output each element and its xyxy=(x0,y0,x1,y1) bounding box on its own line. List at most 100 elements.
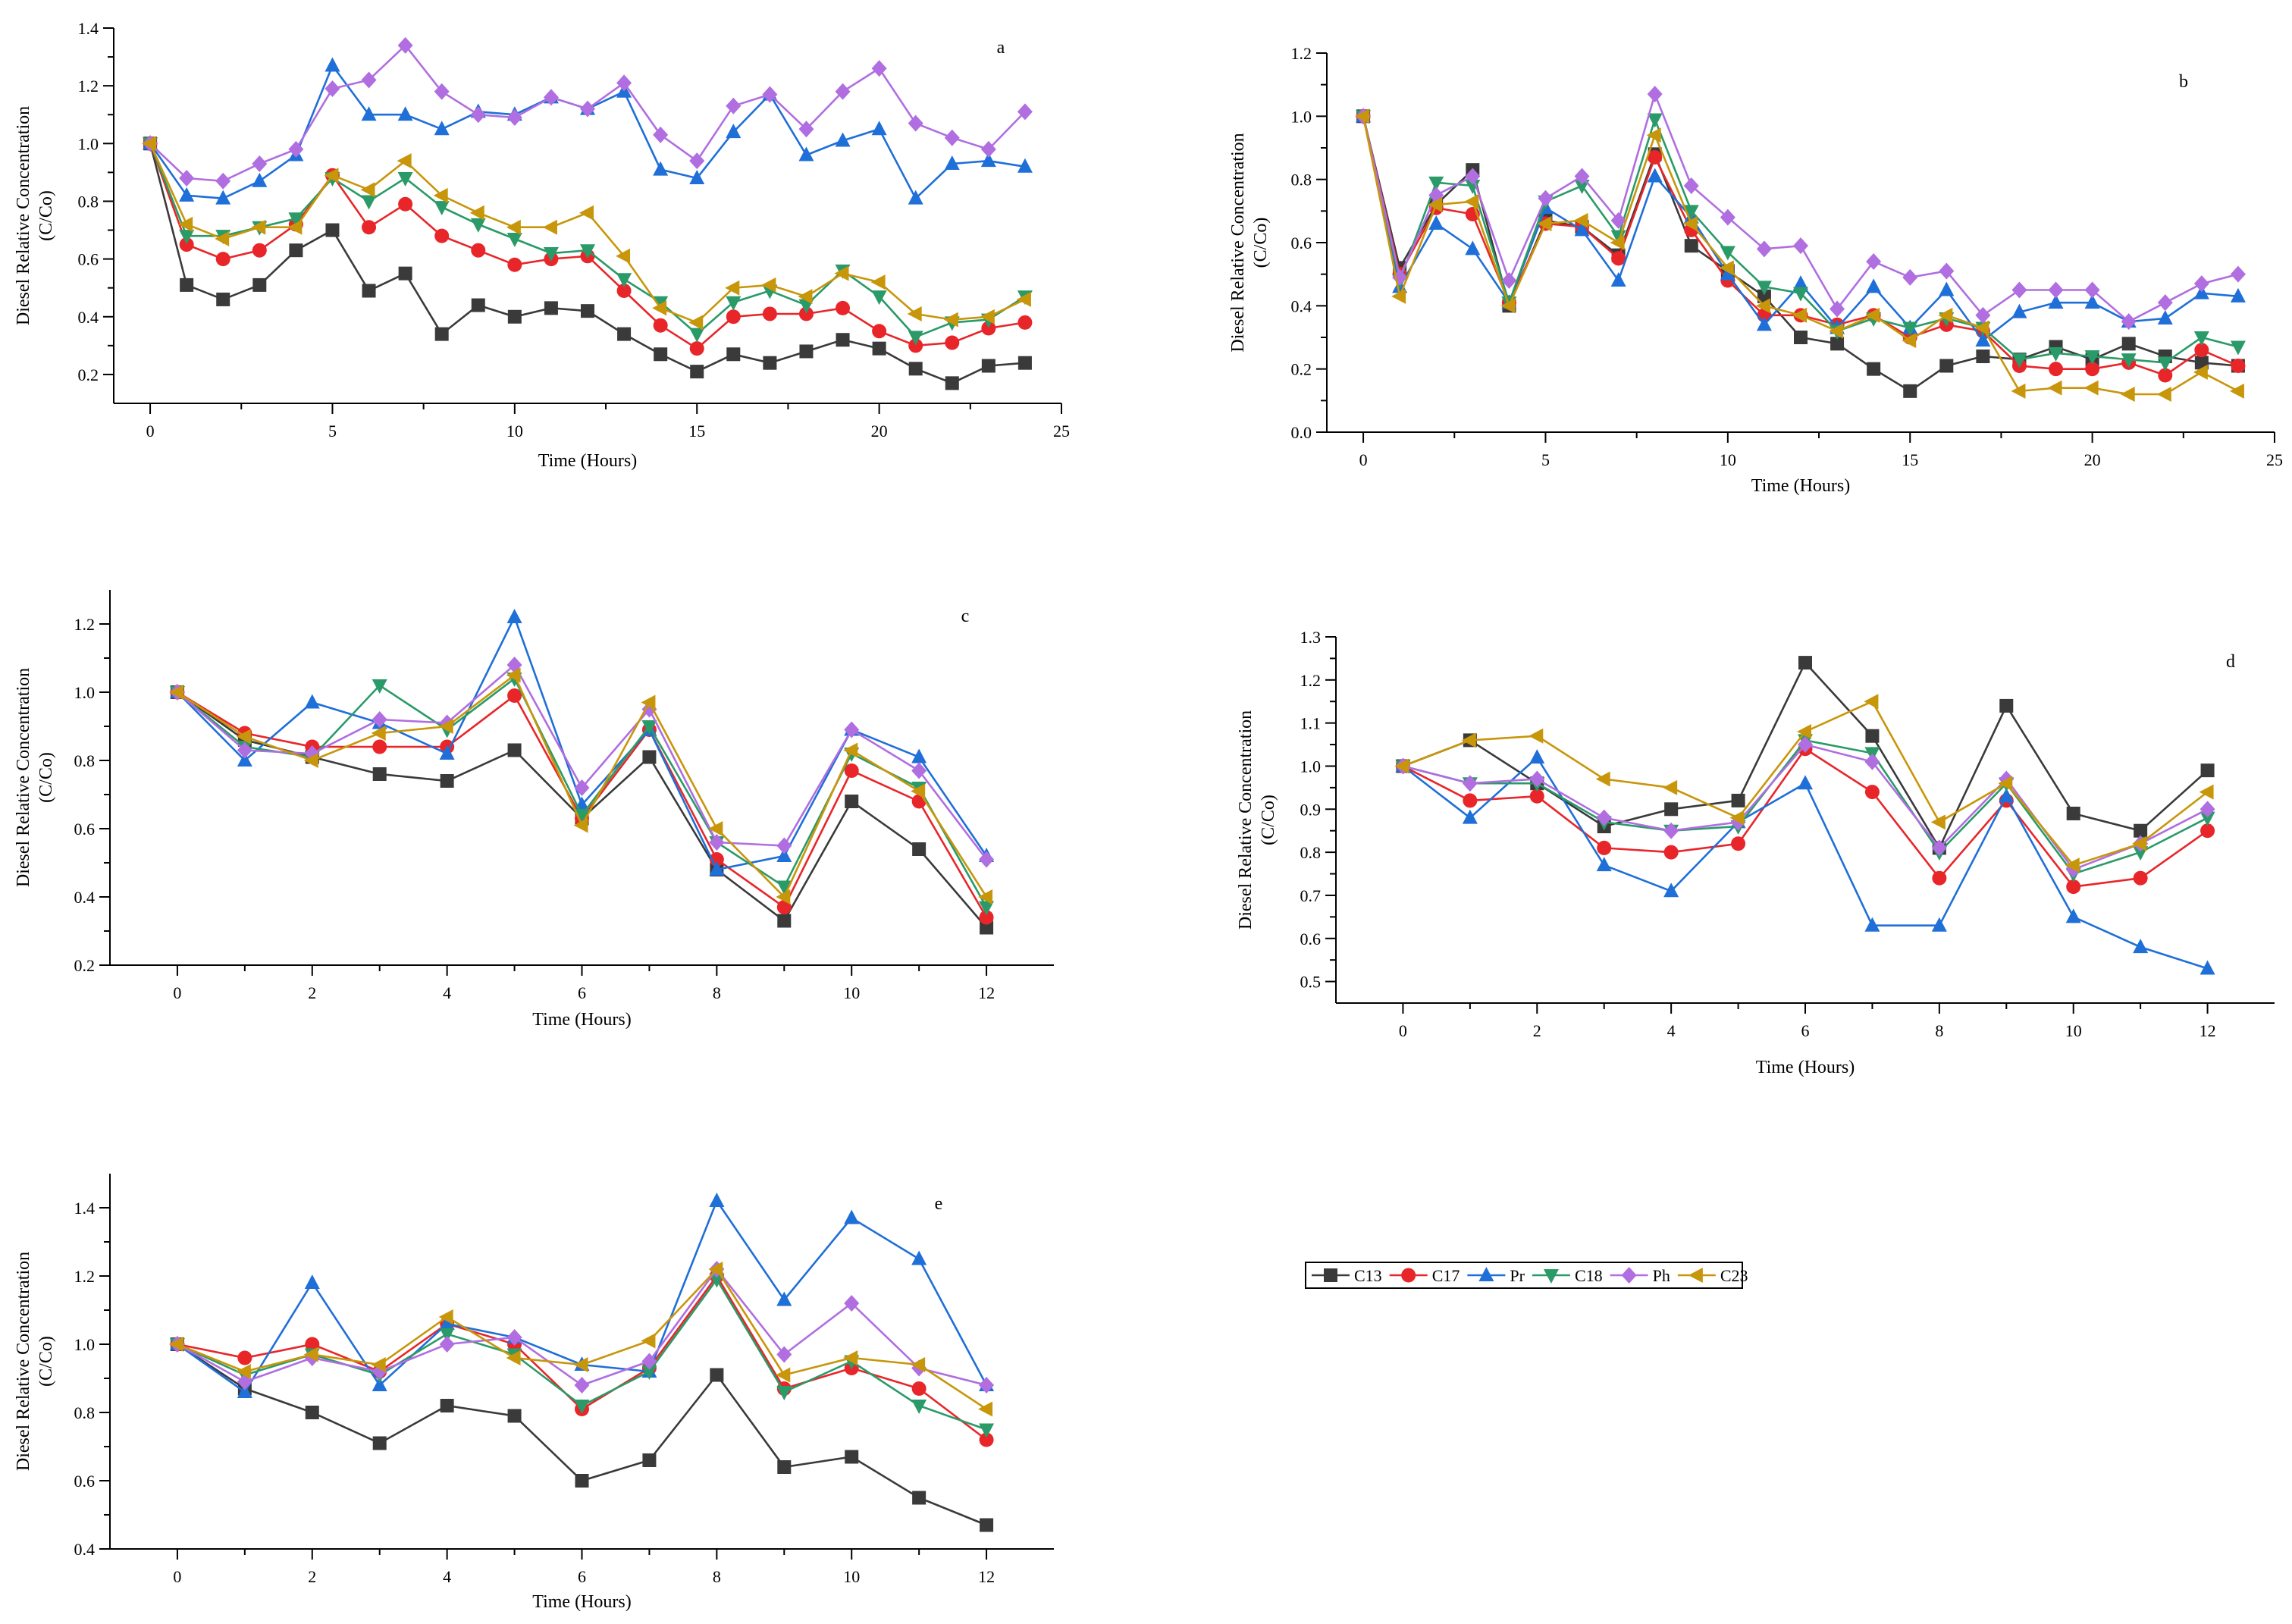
data-point xyxy=(911,783,926,799)
data-point xyxy=(581,304,594,318)
x-tick-label: 8 xyxy=(713,983,721,1002)
data-point xyxy=(1647,86,1663,103)
y-axis-label: Diesel Relative Concentration xyxy=(14,668,33,887)
data-point xyxy=(1865,307,1880,323)
data-point xyxy=(1866,253,1882,270)
data-point xyxy=(709,1273,725,1288)
legend: C13 C17 Pr C18 Ph C23 xyxy=(1305,1262,1748,1289)
data-point xyxy=(1683,177,1699,194)
series-c13 xyxy=(143,136,1032,390)
data-point xyxy=(506,232,522,247)
data-point xyxy=(1902,333,1917,349)
data-point xyxy=(1462,809,1478,824)
panel-label: b xyxy=(2179,72,2188,92)
y-tick-label: 0.0 xyxy=(1291,423,1312,442)
data-point xyxy=(434,327,449,341)
data-point xyxy=(2048,281,2064,299)
data-point xyxy=(324,168,339,183)
data-point xyxy=(325,57,340,72)
data-point xyxy=(979,910,994,925)
x-tick-label: 25 xyxy=(1053,422,1070,440)
y-tick-label: 0.7 xyxy=(1300,886,1322,905)
x-tick-label: 5 xyxy=(328,422,337,440)
x-tick-label: 20 xyxy=(2084,450,2101,469)
x-tick-label: 0 xyxy=(173,983,181,1002)
data-point xyxy=(1798,775,1813,790)
data-point xyxy=(1998,776,2013,792)
data-point xyxy=(216,292,230,306)
panel-c: 0 2 4 6 8 10 12 0.2 0.4 0.6 0.8 1.0 1.2 Time (Hours) D… xyxy=(14,590,1054,1030)
data-point xyxy=(1355,108,1370,124)
data-point xyxy=(979,851,995,868)
data-point xyxy=(762,306,777,321)
x-tick-label: 0 xyxy=(146,422,155,440)
data-point xyxy=(616,284,632,298)
data-point xyxy=(168,1337,183,1352)
data-point xyxy=(2156,387,2171,402)
legend-entry-c13: C13 xyxy=(1312,1266,1382,1285)
data-point xyxy=(907,306,922,321)
data-point xyxy=(1682,216,1698,231)
data-point xyxy=(362,284,376,298)
y-tick-label: 1.0 xyxy=(1291,107,1312,126)
data-point xyxy=(912,842,927,856)
data-point xyxy=(1797,724,1811,740)
data-point xyxy=(2047,380,2062,396)
data-point xyxy=(710,1368,724,1382)
data-point xyxy=(980,920,994,935)
data-point xyxy=(844,1295,860,1312)
data-point xyxy=(506,219,521,235)
data-point xyxy=(1931,917,1947,932)
data-point xyxy=(305,1406,319,1419)
data-point xyxy=(2194,343,2209,358)
y-tick-label: 0.4 xyxy=(74,1540,96,1559)
data-point xyxy=(2065,908,2081,923)
x-tick-label: 0 xyxy=(1399,1021,1407,1040)
data-point xyxy=(911,1400,927,1414)
data-point xyxy=(580,244,595,259)
data-point xyxy=(2133,870,2148,886)
data-point xyxy=(1798,736,1813,754)
data-point xyxy=(1684,239,1698,253)
data-point xyxy=(709,1193,725,1207)
legend-label: Ph xyxy=(1653,1266,1670,1285)
data-point xyxy=(1428,215,1444,230)
data-point xyxy=(641,1333,656,1349)
series-line xyxy=(177,663,988,861)
y-tick-label: 0.2 xyxy=(78,365,99,384)
y-tick-label: 1.3 xyxy=(1300,628,1322,647)
legend-entry-c17: C17 xyxy=(1389,1266,1460,1285)
legend-marker xyxy=(1478,1267,1494,1281)
legend-label: C23 xyxy=(1720,1266,1748,1285)
data-point xyxy=(776,1386,792,1400)
data-point xyxy=(506,667,521,683)
data-point xyxy=(434,228,450,243)
data-point xyxy=(360,182,375,198)
data-point xyxy=(726,309,741,324)
data-point xyxy=(215,172,231,190)
data-point xyxy=(2083,380,2099,396)
data-point xyxy=(304,1274,320,1289)
data-point xyxy=(1938,307,1953,323)
y-tick-label: 1.1 xyxy=(1300,714,1322,733)
data-point xyxy=(179,187,195,202)
data-point xyxy=(799,344,814,359)
data-point xyxy=(688,315,704,331)
data-point xyxy=(980,152,996,168)
data-point xyxy=(1428,176,1444,191)
data-point xyxy=(2120,387,2135,402)
series-line xyxy=(149,63,1026,200)
data-point xyxy=(288,140,304,158)
y-tick-label: 0.8 xyxy=(78,192,99,211)
data-point xyxy=(1830,300,1845,318)
data-point xyxy=(1720,265,1735,281)
data-point xyxy=(763,356,777,370)
data-point xyxy=(2200,811,2215,826)
data-point xyxy=(708,821,723,836)
x-tick-label: 10 xyxy=(2065,1021,2082,1040)
data-point xyxy=(1903,384,1917,398)
data-point xyxy=(2193,331,2209,346)
data-point xyxy=(178,216,193,232)
series-c23 xyxy=(142,136,1031,331)
